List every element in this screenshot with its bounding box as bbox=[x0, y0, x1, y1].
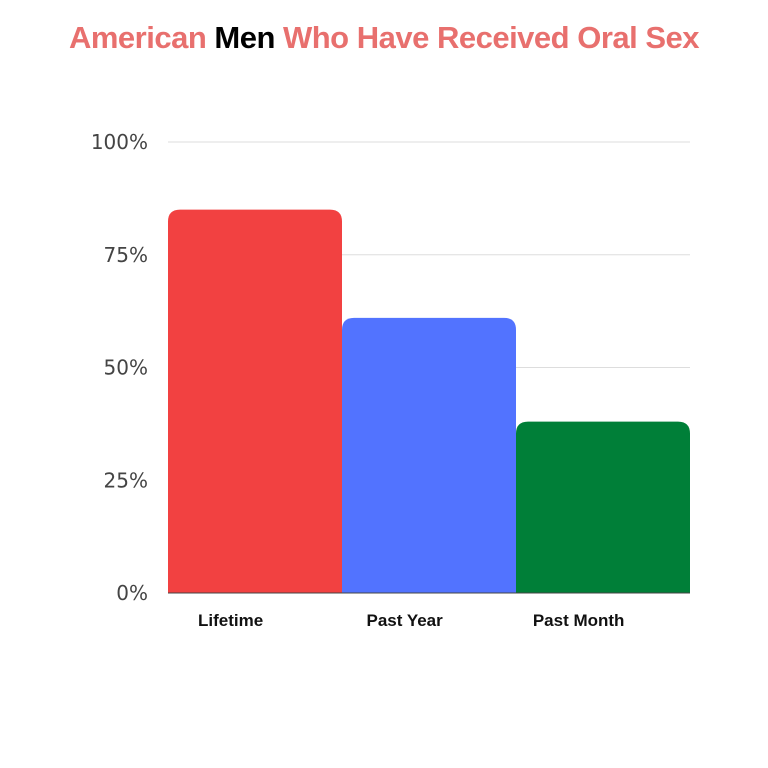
title-part-1: American bbox=[68, 20, 215, 55]
x-tick-label: Past Year bbox=[367, 611, 444, 630]
y-tick-label: 25% bbox=[104, 468, 148, 492]
x-tick-label: Lifetime bbox=[198, 611, 263, 630]
x-tick-label: Past Month bbox=[533, 611, 625, 630]
bar-past-year bbox=[342, 317, 516, 593]
title-part-3: Who Have Received Oral Sex bbox=[274, 20, 700, 55]
y-tick-label: 75% bbox=[104, 243, 148, 267]
bar-past-month bbox=[516, 421, 690, 593]
y-tick-label: 0% bbox=[116, 581, 148, 605]
y-tick-label: 100% bbox=[91, 130, 148, 154]
chart-title: American Men Who Have Received Oral Sex bbox=[0, 20, 768, 56]
title-highlight: Men bbox=[214, 20, 275, 55]
bar-lifetime bbox=[168, 209, 342, 593]
y-tick-label: 50% bbox=[104, 356, 148, 380]
